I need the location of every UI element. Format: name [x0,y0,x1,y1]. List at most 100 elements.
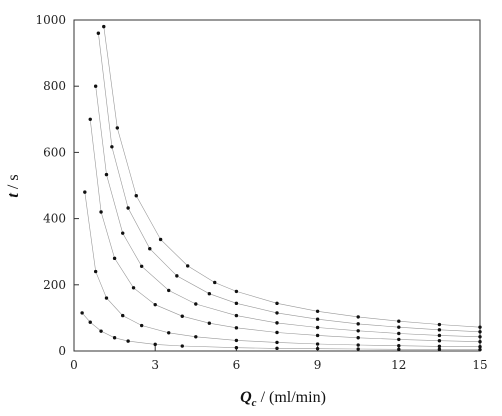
data-point [478,347,482,352]
data-point [99,329,103,333]
data-point [139,323,144,328]
series-line-5 [98,33,481,333]
data-point [437,328,442,332]
data-point [175,274,179,278]
data-point [110,145,114,149]
data-point [234,345,239,350]
series-line-1 [81,312,481,350]
data-point [315,333,320,338]
data-point [96,31,101,35]
data-point [478,325,482,329]
data-point [315,325,320,330]
data-point [102,24,106,29]
data-point [180,344,184,348]
x-axis-ticks: 0 3 6 9 12 15 [70,346,488,372]
plot-frame [73,19,481,352]
data-point [80,311,84,315]
data-point [356,343,360,347]
data-point [194,335,198,339]
data-point [356,347,360,351]
data-point [104,172,109,177]
y-tick-label: 200 [43,278,66,292]
data-point [104,296,109,300]
data-point [234,338,239,343]
data-curves [81,26,481,350]
data-point [397,331,401,336]
data-point [185,264,190,268]
y-axis-symbol: t [5,193,22,198]
y-tick-label: 1000 [35,13,66,27]
data-point [126,206,130,210]
data-point [88,117,92,122]
data-point [356,315,360,319]
data-point [93,84,98,88]
data-point [131,286,136,290]
data-point [356,322,360,326]
data-point [88,320,92,324]
x-tick-label: 0 [70,358,78,372]
data-points [80,24,482,352]
data-point [153,302,157,307]
series-line-6 [103,26,481,328]
data-point [397,319,401,323]
data-point [275,346,279,351]
data-point [275,330,279,335]
data-point [99,210,103,214]
x-tick-label: 12 [391,358,406,372]
data-point [275,301,279,306]
data-point [148,247,152,251]
data-point [180,314,184,318]
data-point [437,347,442,352]
data-point [275,321,279,325]
y-axis-unit: / s [5,174,22,193]
y-axis-label: t / s [5,174,22,197]
data-point [234,326,239,330]
x-tick-label: 3 [151,358,159,372]
data-point [397,347,401,352]
data-point [112,256,117,261]
y-tick-label: 0 [58,344,66,358]
data-point [315,317,320,321]
data-point [356,336,360,340]
data-point [115,126,120,130]
series-line-2 [84,192,481,347]
x-axis-symbol: Q [240,389,252,406]
y-axis-ticks: 0 200 400 600 800 1000 [35,13,79,358]
x-tick-label: 15 [472,358,487,372]
data-point [121,313,125,318]
data-point [121,231,125,235]
data-point [83,190,87,194]
data-point [194,302,198,306]
series-line-3 [89,119,481,342]
data-point [315,342,320,346]
data-point [134,194,138,198]
data-point [112,336,117,340]
data-point [153,342,157,347]
data-point [275,340,279,345]
x-tick-label: 9 [314,358,322,372]
data-point [478,335,482,339]
data-point [158,237,163,242]
data-point [478,344,482,349]
data-point [167,288,171,293]
data-point [213,280,217,285]
y-tick-label: 600 [43,145,66,159]
x-tick-label: 6 [233,358,241,372]
data-point [478,330,482,334]
data-point [93,269,98,274]
data-point [207,321,212,325]
data-point [207,292,212,296]
data-point [397,337,401,342]
data-point [126,339,130,343]
data-point [275,311,279,315]
x-axis-unit: / (ml/min) [257,389,326,406]
data-point [167,331,171,335]
data-point [478,340,482,344]
x-axis-subscript: c [252,397,257,409]
data-point [315,346,320,351]
data-point [139,264,144,268]
data-point [437,333,442,338]
data-point [437,339,442,343]
data-point [234,313,239,318]
